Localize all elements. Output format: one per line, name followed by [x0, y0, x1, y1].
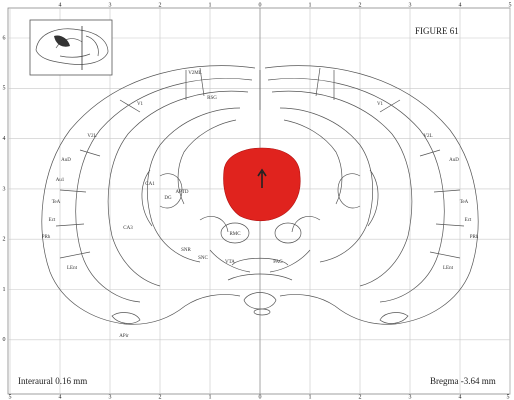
region-label: SNC [198, 256, 208, 261]
axis-label: 4 [59, 394, 62, 400]
axis-label: 2 [359, 2, 362, 8]
axis-label: 0 [259, 394, 262, 400]
region-label: CA1 [145, 182, 155, 187]
interaural-label: Interaural 0.16 mm [18, 376, 87, 386]
axis-label: 1 [3, 287, 6, 293]
axis-label: 2 [159, 394, 162, 400]
axis-label: 3 [109, 2, 112, 8]
region-label: Ect [49, 218, 56, 223]
region-label: V2L [87, 134, 96, 139]
axis-label: 2 [159, 2, 162, 8]
axis-label: 1 [209, 394, 212, 400]
region-labels: V2ML V1 V2L AuD Au1 TeA Ect PRh LEnt APi… [42, 71, 479, 339]
axis-label: 5 [509, 2, 512, 8]
axis-label: 3 [409, 2, 412, 8]
region-label: LEnt [443, 266, 454, 271]
axis-label: 1 [309, 2, 312, 8]
region-label: TeA [52, 200, 61, 205]
region-label: CA3 [123, 226, 133, 231]
axis-label: 0 [3, 337, 6, 343]
region-label: V1 [137, 102, 144, 107]
axis-label: 5 [3, 86, 6, 92]
axis-label: 6 [3, 35, 6, 41]
region-label: PRh [42, 235, 51, 240]
axis-label: 1 [309, 394, 312, 400]
axis-label: 2 [3, 237, 6, 243]
region-label: APir [119, 334, 129, 339]
inset [29, 19, 113, 76]
axis-label: 3 [3, 186, 6, 192]
axis-labels: 4 3 2 1 0 1 2 3 4 5 6 5 4 3 2 1 0 5 4 3 2 1 0 1 2 3 4 5 [3, 2, 512, 400]
region-label: Au1 [56, 178, 65, 183]
axis-label: 5 [507, 394, 510, 400]
axis-label: 4 [459, 2, 462, 8]
region-label: PRh [470, 235, 479, 240]
region-label: Ect [465, 218, 472, 223]
axis-label: 4 [459, 394, 462, 400]
bregma-label: Bregma -3.64 mm [430, 376, 496, 386]
axis-label: 5 [9, 394, 12, 400]
region-label: RSG [207, 96, 217, 101]
region-label: SNR [181, 248, 191, 253]
region-label: PAG [273, 260, 283, 265]
figure-title: FIGURE 61 [415, 26, 459, 36]
region-label: DG [164, 196, 172, 201]
region-label: VTA [225, 260, 235, 265]
region-label: AuD [61, 158, 71, 163]
axis-label: 4 [59, 2, 62, 8]
axis-label: 0 [259, 2, 262, 8]
region-label: V2L [423, 134, 432, 139]
axis-label: 2 [359, 394, 362, 400]
region-label: RMC [229, 232, 241, 237]
region-label: V1 [377, 102, 384, 107]
region-label: AuD [449, 158, 459, 163]
region-label: APTD [175, 190, 188, 195]
region-label: V2ML [188, 71, 202, 76]
region-label: LEnt [67, 266, 78, 271]
region-label: TeA [460, 200, 469, 205]
axis-label: 3 [409, 394, 412, 400]
axis-label: 1 [209, 2, 212, 8]
axis-label: 3 [109, 394, 112, 400]
brain-section [41, 65, 479, 325]
axis-label: 4 [3, 136, 6, 142]
